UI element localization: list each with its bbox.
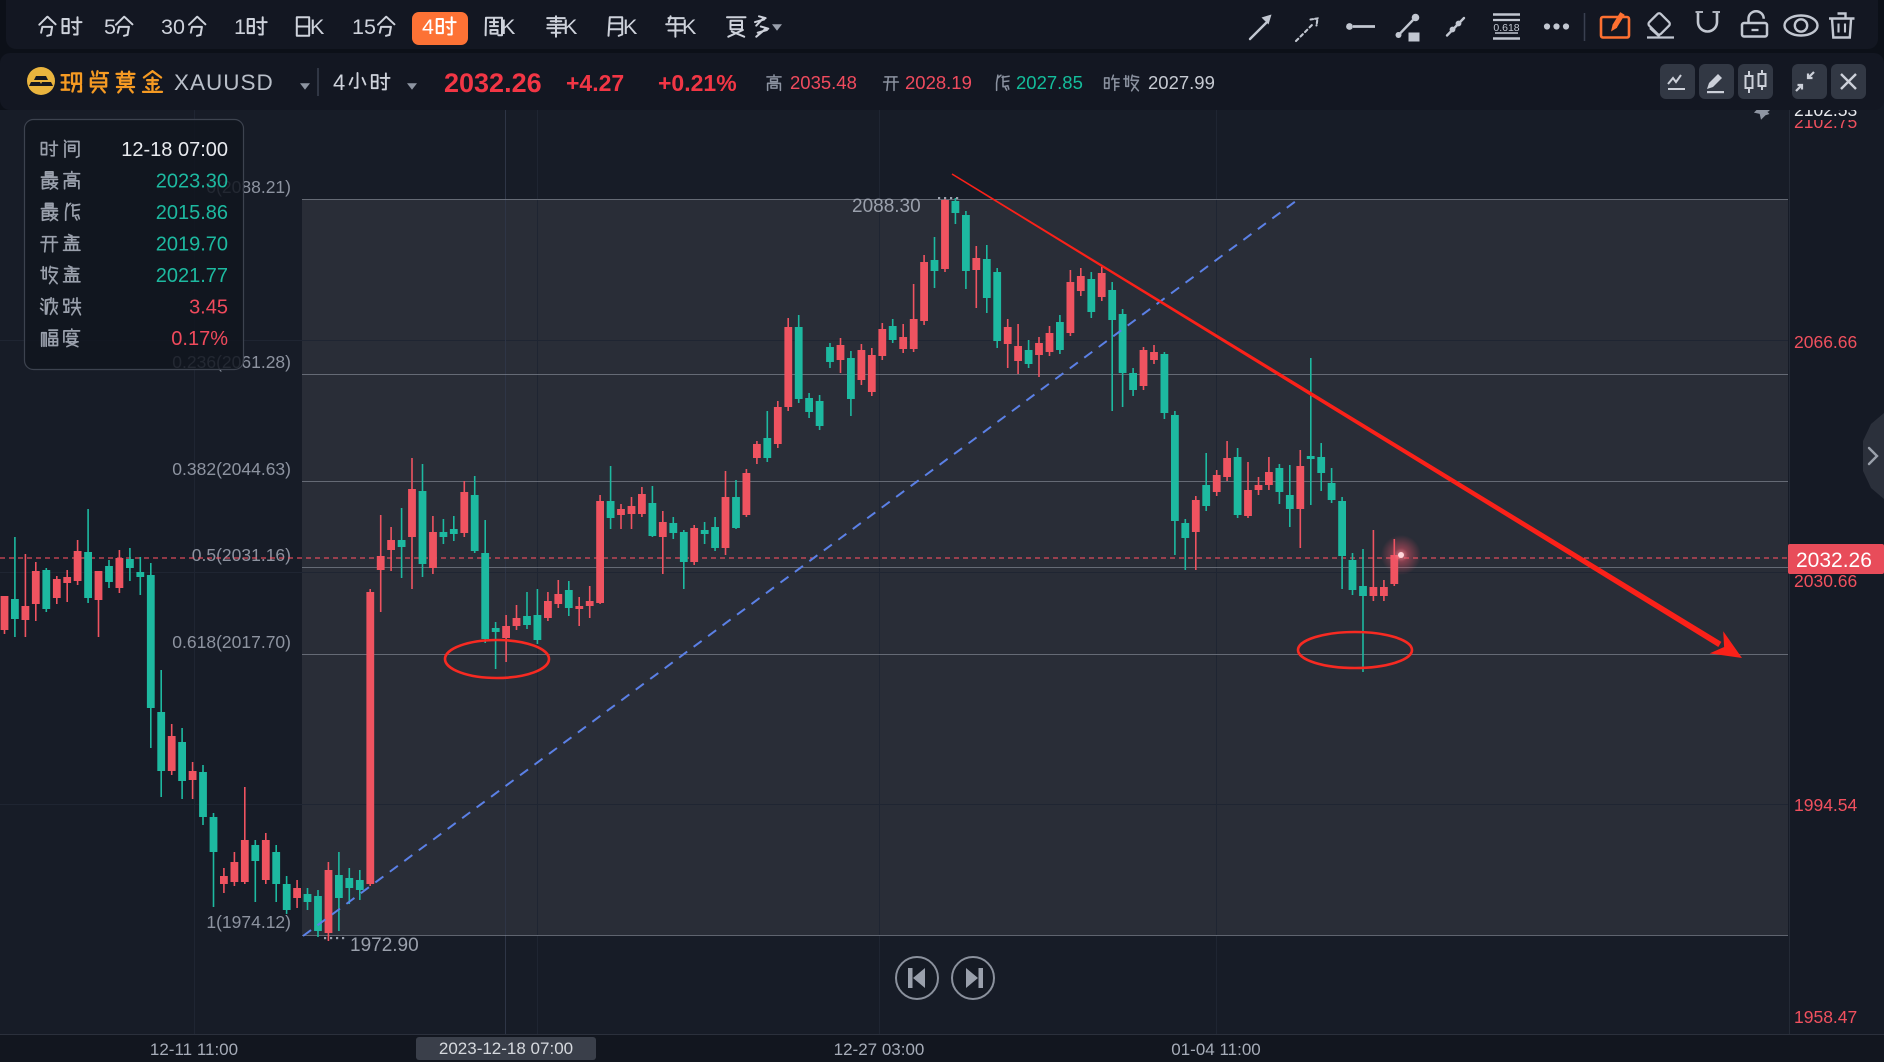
svg-text:1(1974.12): 1(1974.12) bbox=[206, 912, 291, 932]
svg-text:2032.26: 2032.26 bbox=[1796, 549, 1872, 572]
svg-text:12-27 03:00: 12-27 03:00 bbox=[834, 1040, 925, 1059]
svg-text:K: K bbox=[682, 15, 697, 39]
svg-text:1972.90: 1972.90 bbox=[350, 935, 419, 956]
svg-text:2019.70: 2019.70 bbox=[156, 234, 228, 256]
svg-text:01-04 11:00: 01-04 11:00 bbox=[1171, 1040, 1260, 1059]
svg-text:0.618(2017.70): 0.618(2017.70) bbox=[172, 632, 291, 652]
svg-text:2028.19: 2028.19 bbox=[905, 72, 972, 93]
svg-text:4: 4 bbox=[422, 15, 434, 39]
svg-text:2032.26: 2032.26 bbox=[444, 68, 542, 98]
svg-text:5: 5 bbox=[104, 15, 116, 39]
svg-text:0.17%: 0.17% bbox=[171, 328, 228, 350]
svg-text:+4.27: +4.27 bbox=[566, 70, 624, 96]
svg-text:+0.21%: +0.21% bbox=[658, 70, 737, 96]
svg-text:2021.77: 2021.77 bbox=[156, 265, 228, 287]
svg-text:2027.99: 2027.99 bbox=[1148, 72, 1215, 93]
svg-text:1: 1 bbox=[234, 15, 246, 39]
svg-text:12-18 07:00: 12-18 07:00 bbox=[121, 139, 228, 161]
svg-text:2023-12-18 07:00: 2023-12-18 07:00 bbox=[439, 1039, 573, 1058]
svg-text:0.618: 0.618 bbox=[1493, 22, 1519, 34]
svg-text:2066.66: 2066.66 bbox=[1794, 332, 1857, 352]
svg-text:K: K bbox=[623, 15, 638, 39]
svg-text:XAUUSD: XAUUSD bbox=[174, 70, 274, 95]
svg-text:15: 15 bbox=[352, 15, 376, 39]
svg-text:2023.30: 2023.30 bbox=[156, 171, 228, 193]
svg-text:2088.30: 2088.30 bbox=[852, 196, 921, 217]
svg-text:K: K bbox=[563, 15, 578, 39]
svg-text:0.382(2044.63): 0.382(2044.63) bbox=[172, 459, 291, 479]
svg-text:4: 4 bbox=[333, 70, 345, 95]
svg-text:30: 30 bbox=[161, 15, 185, 39]
svg-text:2035.48: 2035.48 bbox=[790, 72, 857, 93]
svg-text:2015.86: 2015.86 bbox=[156, 202, 228, 224]
svg-text:3.45: 3.45 bbox=[189, 297, 228, 319]
svg-text:K: K bbox=[501, 15, 516, 39]
svg-text:1994.54: 1994.54 bbox=[1794, 795, 1858, 815]
svg-text:2030.66: 2030.66 bbox=[1794, 571, 1857, 591]
svg-text:K: K bbox=[310, 15, 325, 39]
svg-text:0.5(2031.16): 0.5(2031.16) bbox=[192, 545, 291, 565]
svg-text:1958.47: 1958.47 bbox=[1794, 1007, 1857, 1027]
svg-text:12-11 11:00: 12-11 11:00 bbox=[150, 1040, 238, 1059]
svg-text:2027.85: 2027.85 bbox=[1016, 72, 1083, 93]
